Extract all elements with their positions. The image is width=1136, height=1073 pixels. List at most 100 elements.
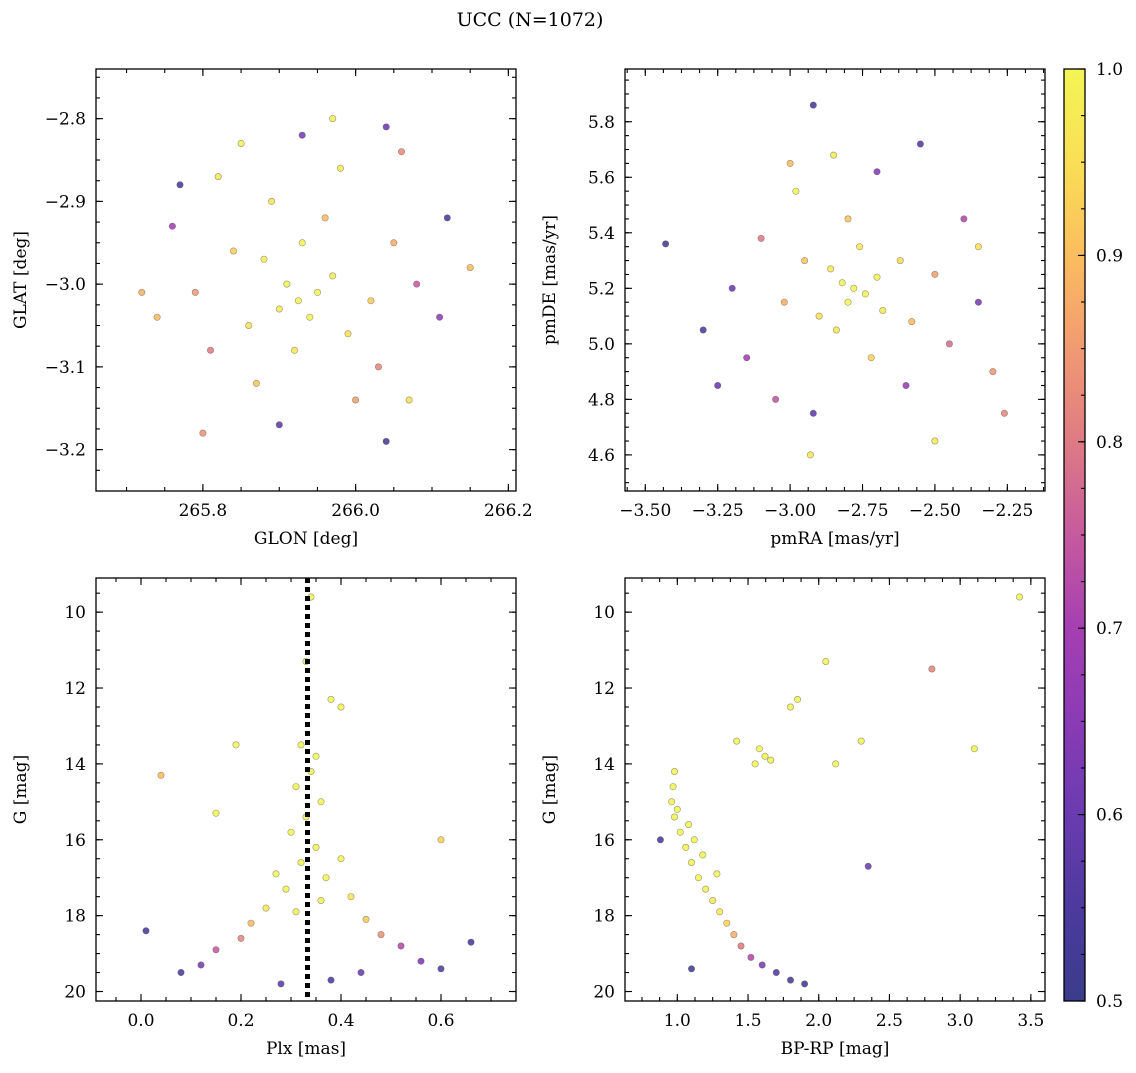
- scatter-point: [673, 805, 681, 813]
- x-tick-label: −3.50: [619, 501, 671, 521]
- x-tick-label: 3.5: [1017, 1011, 1044, 1031]
- scatter-point: [357, 968, 365, 976]
- scatter-point: [337, 703, 345, 711]
- scatter-point: [275, 421, 283, 429]
- y-tick-label: 14: [593, 755, 615, 775]
- panel-pmra-pmde: −3.50 −3.25 −3.00 −2.75 −2.50 −2.25 4.6 4.8 5.0 5…: [540, 68, 1046, 549]
- scatter-point: [864, 862, 872, 870]
- colorbar-tick-label: 0.9: [1096, 246, 1123, 266]
- y-tick-label: 12: [64, 679, 86, 699]
- x-tick-label: −2.50: [909, 501, 961, 521]
- scatter-point: [362, 915, 370, 923]
- y-axis-label: G [mag]: [540, 755, 560, 824]
- scatter-point: [337, 855, 345, 863]
- y-tick-label: 16: [593, 831, 615, 851]
- scatter-point: [702, 885, 710, 893]
- x-tick-label: 0.0: [127, 1011, 154, 1031]
- x-tick-label: 1.5: [735, 1011, 762, 1031]
- scatter-point: [297, 858, 305, 866]
- x-tick-label: −3.00: [764, 501, 816, 521]
- scatter-point: [716, 908, 724, 916]
- scatter-point: [232, 741, 240, 749]
- y-tick-label: −3.1: [45, 358, 86, 378]
- scatter-point: [801, 257, 809, 265]
- scatter-point: [780, 298, 788, 306]
- scatter-point: [873, 273, 881, 281]
- scatter-point: [690, 836, 698, 844]
- scatter-point: [743, 354, 751, 362]
- panel-plx-g: 0.0 0.2 0.4 0.6 10 12 14 16 18 20 Plx [mas] G [mag]: [11, 577, 517, 1059]
- x-tick-label: 0.6: [427, 1011, 454, 1031]
- scatter-point: [916, 140, 924, 148]
- x-tick-label: −3.25: [692, 501, 744, 521]
- scatter-point: [374, 363, 382, 371]
- colorbar: 0.5 0.6 0.7 0.8 0.9 1.0: [1063, 60, 1123, 1012]
- scatter-point: [908, 318, 916, 326]
- y-tick-label: −3.2: [45, 441, 86, 461]
- scatter-point: [699, 326, 707, 334]
- scatter-point: [682, 843, 690, 851]
- y-tick-label: 18: [64, 907, 86, 927]
- colorbar-tick-label: 0.5: [1096, 992, 1123, 1012]
- scatter-point: [377, 931, 385, 939]
- scatter-point: [367, 297, 375, 305]
- scatter-point: [312, 843, 320, 851]
- scatter-point: [758, 961, 766, 969]
- scatter-point: [142, 927, 150, 935]
- scatter-point: [931, 437, 939, 445]
- y-tick-label: −3.0: [45, 275, 86, 295]
- figure-title: UCC (N=1072): [457, 9, 604, 31]
- scatter-point: [960, 215, 968, 223]
- scatter-point: [806, 451, 814, 459]
- x-axis-label: GLON [deg]: [254, 529, 358, 549]
- scatter-point: [436, 313, 444, 321]
- scatter-point: [327, 976, 335, 984]
- x-tick-label: 265.8: [179, 501, 228, 521]
- scatter-point: [830, 151, 838, 159]
- scatter-point: [879, 306, 887, 314]
- y-tick-label: 5.8: [588, 113, 615, 133]
- scatter-point: [761, 752, 769, 760]
- scatter-point: [832, 760, 840, 768]
- scatter-point: [669, 783, 677, 791]
- scatter-point: [298, 131, 306, 139]
- x-tick-label: 1.0: [664, 1011, 691, 1031]
- x-axis-label: BP-RP [mag]: [781, 1039, 890, 1059]
- colorbar-tick-label: 1.0: [1096, 60, 1123, 80]
- scatter-point: [822, 657, 830, 665]
- scatter-point: [801, 980, 809, 988]
- scatter-point: [262, 904, 270, 912]
- scatter-point: [313, 288, 321, 296]
- scatter-point: [670, 813, 678, 821]
- x-tick-label: 2.5: [876, 1011, 903, 1031]
- axes-frame: [95, 68, 517, 492]
- colorbar-tick-label: 0.6: [1096, 806, 1123, 826]
- scatter-point: [844, 298, 852, 306]
- scatter-point: [344, 330, 352, 338]
- scatter-point: [245, 321, 253, 329]
- y-tick-label: 20: [593, 983, 615, 1003]
- scatter-point: [247, 919, 255, 927]
- scatter-point: [850, 284, 858, 292]
- y-tick-label: 18: [593, 907, 615, 927]
- colorbar-gradient: [1064, 69, 1085, 1001]
- scatter-point: [176, 181, 184, 189]
- scatter-point: [713, 870, 721, 878]
- y-tick-label: 5.2: [588, 279, 615, 299]
- panel-bprp-g: 1.0 1.5 2.0 2.5 3.0 3.5 10 12 14 16 18 20 BP-RP [mag…: [540, 577, 1046, 1059]
- scatter-point: [668, 798, 676, 806]
- scatter-point: [737, 942, 745, 950]
- scatter-point: [786, 703, 794, 711]
- scatter-point: [945, 340, 953, 348]
- scatter-point: [275, 305, 283, 313]
- scatter-point: [767, 756, 775, 764]
- panel-glon-glat: 265.8 266.0 266.2 −2.8 −2.9 −3.0 −3.1 −3.2 GLON …: [11, 68, 533, 549]
- scatter-point: [298, 239, 306, 247]
- scatter-point: [772, 395, 780, 403]
- scatter-point: [844, 215, 852, 223]
- scatter-point: [687, 965, 695, 973]
- x-tick-label: 266.0: [331, 501, 380, 521]
- scatter-point: [153, 313, 161, 321]
- scatter-point: [809, 101, 817, 109]
